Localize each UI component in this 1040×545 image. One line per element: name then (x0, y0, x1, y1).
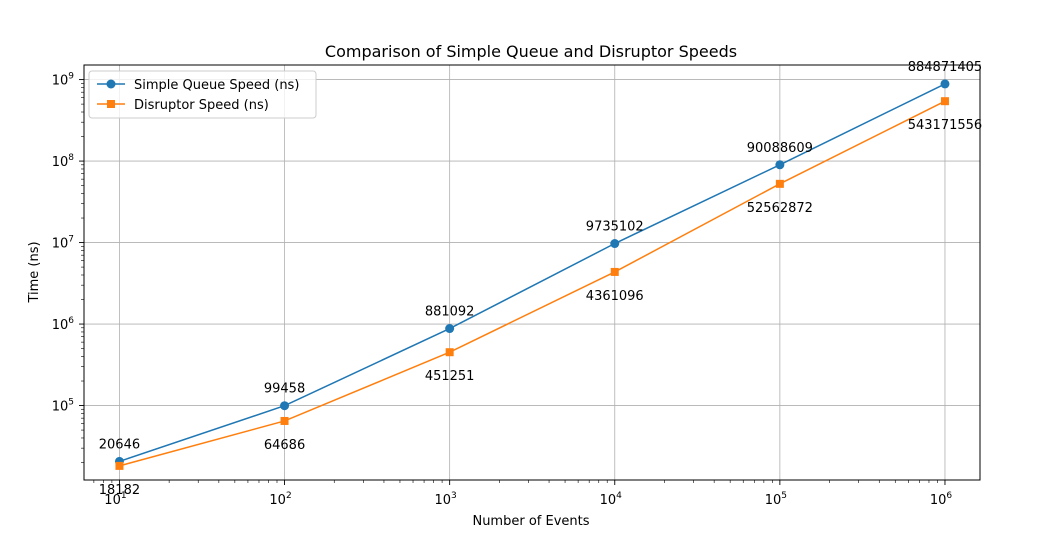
data-point (445, 348, 454, 357)
legend-marker-disruptor (107, 100, 115, 108)
data-label: 9735102 (586, 220, 644, 235)
legend: Simple Queue Speed (ns) Disruptor Speed … (88, 70, 317, 119)
data-label: 18182 (99, 483, 140, 498)
x-tick-label: 106 (930, 491, 953, 508)
legend-label-disruptor: Disruptor Speed (ns) (134, 98, 269, 113)
y-tick-label: 108 (52, 153, 75, 170)
data-label: 99458 (264, 382, 305, 397)
x-tick-label: 104 (600, 491, 623, 508)
legend-entry-disruptor: Disruptor Speed (ns) (97, 98, 269, 113)
data-point (280, 416, 289, 425)
data-label: 4361096 (586, 289, 644, 304)
axes-frame (83, 64, 981, 481)
legend-entry-simple-queue: Simple Queue Speed (ns) (97, 78, 299, 93)
data-point (775, 179, 784, 188)
x-tick-label: 103 (435, 491, 457, 508)
series-line (119, 100, 946, 467)
data-label: 881092 (425, 305, 475, 320)
data-point (940, 97, 949, 106)
x-axis-label: Number of Events (472, 514, 589, 529)
data-point (940, 79, 950, 89)
y-tick-labels: 105 106 107 108 109 (52, 72, 75, 415)
x-tick-labels: 101 102 103 104 105 106 (104, 491, 952, 508)
y-tick-label: 107 (52, 235, 74, 252)
grid-lines (84, 65, 980, 480)
data-point (445, 324, 455, 334)
y-tick-label: 106 (52, 316, 75, 333)
chart-title: Comparison of Simple Queue and Disruptor… (325, 42, 737, 61)
major-ticks (79, 79, 946, 485)
data-label: 20646 (99, 437, 140, 452)
data-point (280, 401, 290, 411)
legend-marker-simple-queue (106, 79, 116, 89)
series-line (119, 83, 946, 463)
data-label: 543171556 (908, 118, 982, 133)
data-point (775, 160, 785, 170)
legend-label-simple-queue: Simple Queue Speed (ns) (134, 78, 299, 93)
series-layer: 20646 99458 881092 9735102 90088609 884871405… (99, 60, 982, 498)
y-tick-label: 105 (52, 398, 74, 415)
data-label: 451251 (425, 369, 475, 384)
y-axis-label: Time (ns) (27, 241, 42, 303)
data-point (610, 267, 619, 276)
series-1: 18182 64686 451251 4361096 52562872 543171556 (99, 97, 982, 498)
series-0: 20646 99458 881092 9735102 90088609 884871405 (99, 60, 982, 466)
data-point (115, 461, 124, 470)
data-label: 884871405 (908, 60, 982, 75)
legend-box (88, 70, 317, 119)
data-point (610, 239, 620, 249)
data-label: 52562872 (747, 201, 813, 216)
x-tick-label: 101 (104, 491, 126, 508)
x-tick-label: 102 (269, 491, 291, 508)
x-tick-label: 105 (765, 491, 787, 508)
y-tick-label: 109 (52, 72, 75, 89)
data-label: 64686 (264, 438, 305, 453)
data-label: 90088609 (747, 141, 813, 156)
